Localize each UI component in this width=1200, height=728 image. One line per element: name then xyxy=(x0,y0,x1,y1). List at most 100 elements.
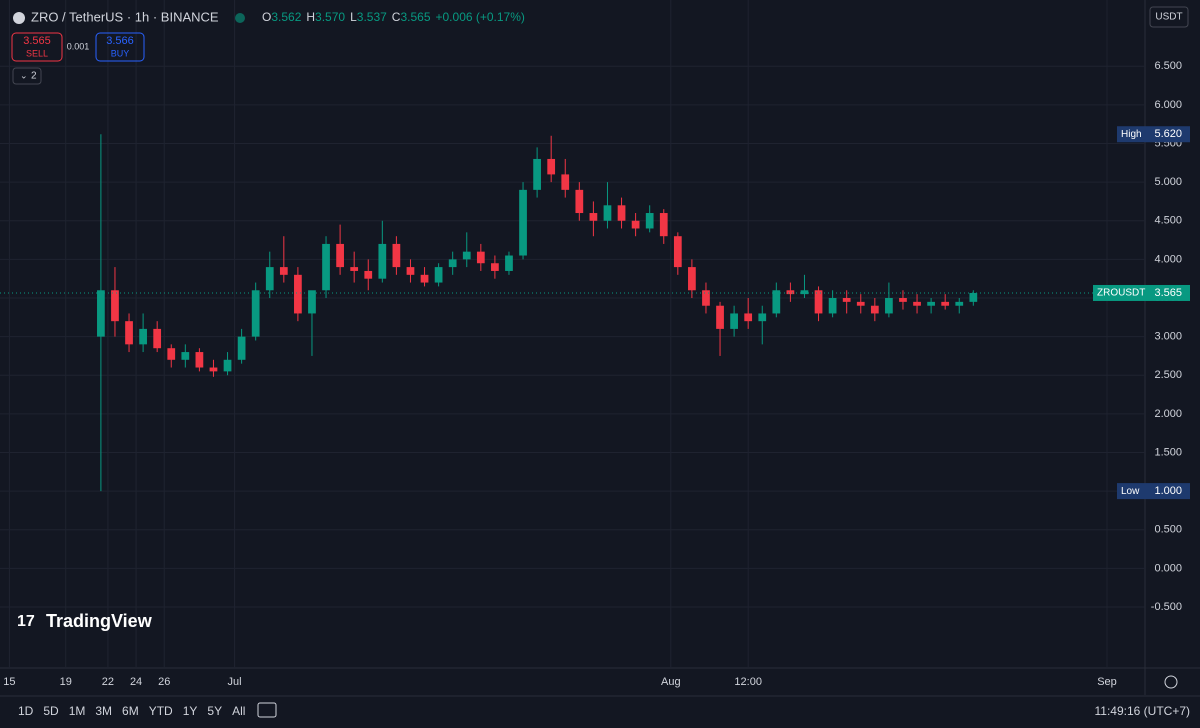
candle-body xyxy=(350,267,359,271)
price-tag-value: 5.620 xyxy=(1154,128,1182,140)
candle-body xyxy=(870,305,879,314)
x-tick-label: 26 xyxy=(158,676,170,688)
range-button[interactable]: 1Y xyxy=(183,704,198,718)
candle-body xyxy=(885,297,893,314)
sell-label: SELL xyxy=(26,48,48,58)
x-tick-label: 12:00 xyxy=(734,676,762,688)
candle-body xyxy=(955,301,964,306)
candle-body xyxy=(434,267,443,283)
o-value: 3.562 xyxy=(271,10,301,24)
x-tick-label: 22 xyxy=(102,676,114,688)
candle-body xyxy=(899,297,907,302)
y-tick-label: 4.500 xyxy=(1154,215,1182,227)
range-button[interactable]: 1D xyxy=(18,704,34,718)
range-button[interactable]: 6M xyxy=(122,704,139,718)
candle-body xyxy=(645,213,654,229)
indicators-toggle[interactable] xyxy=(12,67,42,85)
range-button[interactable]: YTD xyxy=(149,704,173,718)
candle-body xyxy=(969,292,978,302)
y-tick-label: 6.000 xyxy=(1154,99,1182,111)
h-value: 3.570 xyxy=(315,10,345,24)
candle-body xyxy=(561,174,570,190)
candle-body xyxy=(308,290,316,314)
h-key: H xyxy=(306,10,315,24)
candle-body xyxy=(617,205,626,221)
candle-body xyxy=(336,243,344,268)
candle-body xyxy=(659,213,668,237)
candle-body xyxy=(195,352,204,368)
x-tick-label: Aug xyxy=(661,676,681,688)
y-tick-label: 0.500 xyxy=(1154,524,1182,536)
range-button[interactable]: 1M xyxy=(69,704,86,718)
candle-body xyxy=(702,290,710,306)
candle-body xyxy=(941,301,950,306)
range-button[interactable]: 3M xyxy=(95,704,112,718)
candle-body xyxy=(758,313,767,322)
x-tick-label: Jul xyxy=(228,676,242,688)
candle-body xyxy=(856,301,865,306)
plot: -0.500 0.000 0.500 1.000 1.500 2.000 2.500 3.00… xyxy=(0,0,1190,688)
price-tag-bg xyxy=(1117,126,1190,143)
buy-price: 3.566 xyxy=(106,35,134,47)
candle-body xyxy=(786,290,795,295)
y-tick-label: 0.000 xyxy=(1154,562,1182,574)
sell-button[interactable] xyxy=(11,32,63,62)
candle-body xyxy=(167,348,176,360)
candle-body xyxy=(913,301,921,306)
buy-label: BUY xyxy=(111,48,130,58)
date-range-icon[interactable] xyxy=(257,702,277,718)
candle-body xyxy=(730,313,738,329)
candle-body xyxy=(153,328,162,349)
y-tick-label: 4.000 xyxy=(1154,253,1182,265)
range-button[interactable]: 5D xyxy=(43,704,59,718)
y-tick-label: -0.500 xyxy=(1151,601,1182,613)
candle-body xyxy=(125,321,133,345)
price-tag-name: High xyxy=(1121,129,1142,140)
candle-body xyxy=(111,290,119,322)
candle-body xyxy=(265,267,274,291)
candle-body xyxy=(378,243,387,279)
logo-mark: 17 xyxy=(17,613,35,630)
clock: 11:49:16 (UTC+7) xyxy=(1095,704,1191,718)
currency: USDT xyxy=(1155,12,1182,23)
candle-body xyxy=(181,352,190,360)
candle-body xyxy=(97,290,105,337)
currency-select[interactable] xyxy=(1149,6,1189,28)
candle-body xyxy=(547,158,556,175)
chevron: ⌄ xyxy=(20,70,28,80)
candle-body xyxy=(603,205,612,221)
settings-icon[interactable] xyxy=(1164,675,1178,689)
candle-body xyxy=(223,359,232,372)
candle-body xyxy=(688,267,696,291)
candle-body xyxy=(209,367,218,372)
candle-body xyxy=(842,297,851,302)
o-key: O xyxy=(262,10,271,24)
range-button[interactable]: 5Y xyxy=(207,704,222,718)
price-tag-value: 1.000 xyxy=(1154,485,1182,497)
candle-body xyxy=(814,290,823,314)
x-tick-label: Sep xyxy=(1097,676,1117,688)
indicators-count: 2 xyxy=(31,71,37,82)
candle-body xyxy=(800,290,809,295)
sell-price: 3.565 xyxy=(23,35,51,47)
candle-body xyxy=(462,251,471,260)
x-tick-label: 19 xyxy=(60,676,72,688)
candle-body xyxy=(491,263,499,271)
candle-body xyxy=(744,313,753,322)
candle-body xyxy=(772,290,781,314)
y-tick-label: 6.500 xyxy=(1154,60,1182,72)
range-button[interactable]: All xyxy=(232,704,245,718)
logo: TradingView xyxy=(46,611,153,631)
candle-body xyxy=(294,274,302,314)
candle-body xyxy=(589,213,598,221)
buy-button[interactable] xyxy=(95,32,145,62)
y-tick-label: 3.000 xyxy=(1154,331,1182,343)
candle-body xyxy=(279,267,288,275)
symbol-title: ZRO / TetherUS · 1h · BINANCE xyxy=(31,9,219,24)
c-value: 3.565 xyxy=(400,10,430,24)
y-tick-label: 2.000 xyxy=(1154,408,1182,420)
candle-body xyxy=(237,336,246,360)
price-tag-value: 3.565 xyxy=(1154,287,1182,299)
